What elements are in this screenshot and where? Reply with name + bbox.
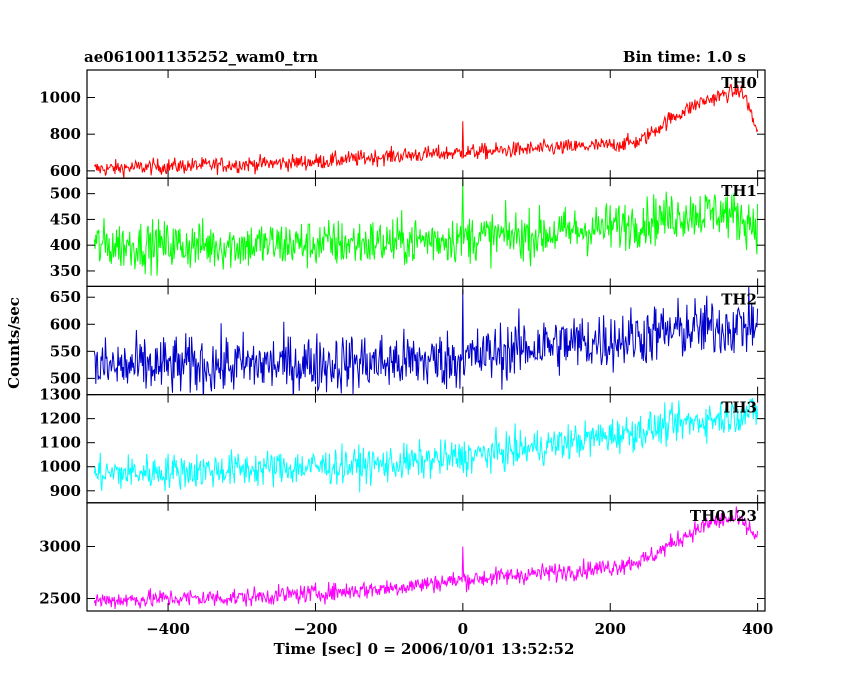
y-tick-label-th0: 600	[50, 162, 81, 180]
x-axis-title: Time [sec] 0 = 2006/10/01 13:52:52	[274, 640, 575, 658]
panel-th0: 600 800 1000 TH0	[39, 69, 766, 180]
series-line-th0123	[93, 506, 759, 610]
panels-group: 600 800 1000 TH0 350 400 450 500 TH1 500 550 600 650…	[39, 69, 766, 612]
x-tick-label: 0	[458, 620, 468, 638]
panel-frame-th3	[86, 394, 766, 504]
y-tick-label-th3: 900	[50, 482, 81, 500]
panel-th0123: 2500 3000 TH0123	[39, 502, 766, 612]
panel-label-th1: TH1	[721, 182, 757, 200]
panel-th1: 350 400 450 500 TH1	[50, 177, 766, 287]
series-line-th0	[93, 82, 759, 179]
chart-title: ae061001135252_wam0_trn	[84, 48, 318, 66]
y-tick-label-th3: 1300	[39, 386, 81, 404]
x-tick-label: 200	[595, 620, 626, 638]
y-tick-label-th3: 1000	[39, 458, 81, 476]
y-tick-label-th1: 350	[50, 262, 81, 280]
y-tick-label-th0123: 2500	[39, 590, 81, 608]
y-tick-label-th0: 800	[50, 125, 81, 143]
series-line-th1	[93, 180, 759, 276]
y-tick-label-th1: 400	[50, 236, 81, 254]
bin-time-label: Bin time: 1.0 s	[623, 48, 746, 66]
panel-label-th0123: TH0123	[690, 507, 757, 525]
y-tick-label-th3: 1100	[39, 434, 81, 452]
panel-frame-th0123	[86, 502, 766, 612]
y-axis-title: Counts/sec	[5, 297, 23, 389]
x-tick-label: −400	[146, 620, 190, 638]
panel-label-th3: TH3	[721, 399, 757, 417]
y-tick-label-th0123: 3000	[39, 537, 81, 555]
panel-label-th2: TH2	[721, 290, 757, 308]
y-tick-label-th2: 650	[50, 288, 81, 306]
x-axis: −400 −200 0 200 400	[146, 620, 773, 638]
series-line-th2	[93, 286, 759, 395]
panel-frame-th2	[86, 285, 766, 396]
x-tick-label: 400	[742, 620, 773, 638]
y-tick-label-th3: 1200	[39, 410, 81, 428]
y-tick-label-th0: 1000	[39, 89, 81, 107]
y-tick-label-th2: 550	[50, 342, 81, 360]
panel-label-th0: TH0	[721, 74, 757, 92]
x-tick-label: −200	[294, 620, 338, 638]
y-tick-label-th1: 450	[50, 210, 81, 228]
series-line-th3	[93, 397, 759, 493]
panel-th3: 900 1000 1100 1200 1300 TH3	[39, 386, 766, 504]
y-tick-label-th2: 600	[50, 315, 81, 333]
panel-th2: 500 550 600 650 TH2	[50, 285, 766, 396]
y-tick-label-th1: 500	[50, 185, 81, 203]
y-tick-label-th2: 500	[50, 369, 81, 387]
